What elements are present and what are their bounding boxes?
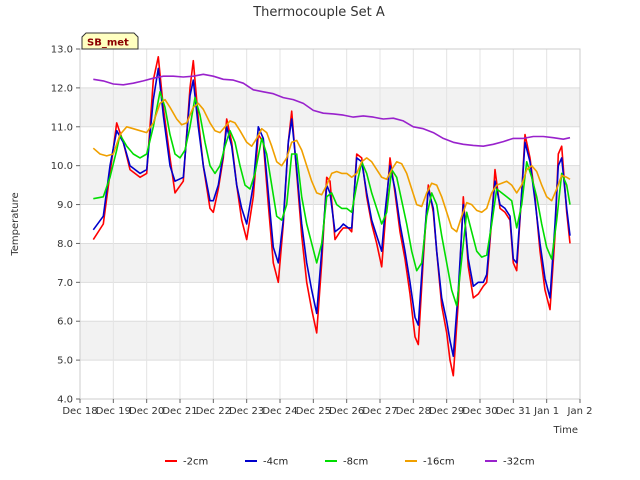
legend-label: -16cm xyxy=(423,457,455,468)
y-tick-label: 13.0 xyxy=(51,45,73,56)
x-tick-label: Dec 18 xyxy=(62,406,97,417)
y-tick-label: 11.0 xyxy=(51,122,73,133)
x-tick-label: Dec 25 xyxy=(296,406,331,417)
plot-band xyxy=(80,360,580,399)
legend-label: -2cm xyxy=(183,457,208,468)
x-tick-label: Dec 22 xyxy=(196,406,231,417)
legend-label: -8cm xyxy=(343,457,368,468)
x-tick-label: Dec 26 xyxy=(329,406,364,417)
x-tick-label: Dec 27 xyxy=(362,406,397,417)
plot-band xyxy=(80,204,580,244)
series-line-minus-2cm xyxy=(92,56,571,377)
y-tick-label: 10.0 xyxy=(51,161,73,172)
legend-label: -4cm xyxy=(263,457,288,468)
x-tick-label: Dec 23 xyxy=(229,406,264,417)
x-axis-title: Time xyxy=(553,425,578,436)
y-tick-label: 12.0 xyxy=(51,83,73,94)
plot-frame xyxy=(79,48,581,400)
x-tick-label: Dec 21 xyxy=(162,406,197,417)
series-line-minus-4cm xyxy=(92,67,571,357)
series-lines xyxy=(92,56,571,377)
x-tick-label: Jan 1 xyxy=(533,406,559,417)
y-tick-label: 5.0 xyxy=(57,356,73,367)
legend: -2cm -4cm -8cm -16cm -32cm xyxy=(165,457,535,468)
x-tick-label: Dec 31 xyxy=(496,406,531,417)
x-tick-label: Jan 2 xyxy=(567,406,593,417)
site-badge-box xyxy=(81,32,139,50)
plot-band xyxy=(80,243,580,283)
site-badge: SB_met xyxy=(81,32,139,50)
x-tick-label: Dec 19 xyxy=(96,406,131,417)
y-tick-label: 8.0 xyxy=(57,239,73,250)
x-tick-label: Dec 29 xyxy=(429,406,464,417)
series-line-minus-32cm xyxy=(93,73,571,147)
x-tick-label: Dec 30 xyxy=(462,406,497,417)
plot-band xyxy=(80,282,580,322)
y-tick-label: 6.0 xyxy=(57,317,73,328)
y-axis-ticks: 4.0 5.0 6.0 7.0 8.0 9.0 10.0 11.0 12.0 13.0 xyxy=(51,45,80,406)
x-tick-label: Dec 24 xyxy=(262,406,297,417)
plot-background xyxy=(80,49,580,399)
site-badge-label: SB_met xyxy=(87,38,129,49)
legend-label: -32cm xyxy=(503,457,535,468)
y-axis-title: Temperature xyxy=(10,192,21,256)
plot-band xyxy=(80,126,580,166)
y-tick-label: 4.0 xyxy=(57,395,73,406)
series-line-minus-16cm xyxy=(92,98,571,233)
y-tick-label: 7.0 xyxy=(57,278,73,289)
plot-band xyxy=(80,321,580,361)
x-tick-label: Dec 28 xyxy=(396,406,431,417)
chart-title: Thermocouple Set A xyxy=(252,5,385,20)
plot-band xyxy=(80,49,580,88)
y-tick-label: 9.0 xyxy=(57,200,73,211)
x-tick-label: Dec 20 xyxy=(129,406,164,417)
series-line-minus-8cm xyxy=(93,91,571,307)
